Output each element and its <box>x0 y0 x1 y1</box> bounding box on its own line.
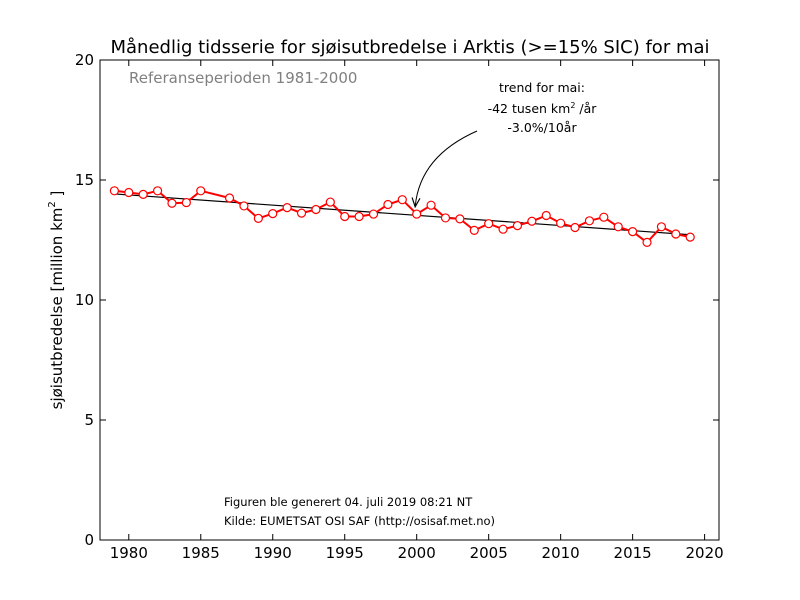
trend-annotation-rate: -42 tusen km2 /år <box>488 101 598 116</box>
y-axis: 0 5 10 15 20 <box>75 51 719 549</box>
x-tick-label: 1985 <box>182 544 220 562</box>
data-point <box>584 216 595 226</box>
data-point <box>383 199 393 210</box>
data-point <box>671 229 681 239</box>
data-point <box>628 227 638 237</box>
x-tick-label: 1980 <box>110 544 148 562</box>
x-axis: 1980 1985 1990 1995 2000 2005 2010 2015 2020 <box>110 60 724 562</box>
data-point <box>512 221 523 231</box>
data-point <box>109 186 119 196</box>
trend-annotation-title: trend for mai: <box>499 80 585 95</box>
data-point <box>642 237 652 247</box>
x-tick-label: 1995 <box>326 544 364 562</box>
y-tick-label: 0 <box>84 531 94 549</box>
data-point <box>152 186 163 196</box>
data-point <box>340 211 350 222</box>
generated-timestamp: Figuren ble generert 04. juli 2019 08:21… <box>224 495 473 509</box>
data-point <box>599 212 609 222</box>
data-source: Kilde: EUMETSAT OSI SAF (http://osisaf.m… <box>224 514 495 528</box>
data-point <box>311 204 321 215</box>
data-point <box>527 216 537 226</box>
trend-annotation: trend for mai: -42 tusen km2 /år -3.0%/1… <box>415 80 597 206</box>
y-tick-label: 5 <box>84 411 94 429</box>
data-point <box>397 195 407 205</box>
data-point <box>455 214 465 224</box>
data-point <box>368 209 379 219</box>
data-point <box>253 213 263 223</box>
data-point <box>426 200 436 210</box>
data-point <box>167 198 177 208</box>
data-point <box>181 197 191 208</box>
data-point <box>541 210 551 221</box>
x-tick-label: 2015 <box>614 544 652 562</box>
data-point <box>685 232 695 242</box>
data-point <box>354 211 364 222</box>
plot-area <box>99 59 720 541</box>
series-layer <box>109 186 695 247</box>
data-point <box>613 222 623 232</box>
data-point <box>498 224 508 234</box>
data-point <box>124 187 134 198</box>
data-point <box>412 209 422 219</box>
data-point <box>484 219 494 229</box>
x-tick-label: 2000 <box>398 544 436 562</box>
trend-line <box>114 193 691 236</box>
data-point <box>440 213 451 223</box>
plot-frame <box>99 59 720 541</box>
x-tick-label: 2005 <box>470 544 508 562</box>
data-point <box>469 225 479 235</box>
y-tick-label: 20 <box>75 51 94 69</box>
chart-title: Månedlig tidsserie for sjøisutbredelse i… <box>110 37 709 58</box>
trend-annotation-percent: -3.0%/10år <box>507 120 577 135</box>
data-point <box>224 193 235 203</box>
data-point <box>282 203 292 213</box>
data-point <box>268 209 278 219</box>
y-tick-label: 10 <box>75 291 94 309</box>
reference-period-label: Referanseperioden 1981-2000 <box>129 69 357 87</box>
data-point <box>325 197 335 207</box>
trend-layer <box>114 193 691 236</box>
x-tick-label: 2010 <box>542 544 580 562</box>
x-tick-label: 1990 <box>254 544 292 562</box>
data-point <box>656 222 667 232</box>
y-tick-label: 15 <box>75 171 94 189</box>
data-point <box>239 201 249 211</box>
trend-arrow <box>415 130 478 206</box>
y-axis-label: sjøisutbredelse [million km2 ] <box>47 191 66 410</box>
data-point <box>296 208 307 218</box>
data-point <box>556 218 566 228</box>
data-point <box>196 186 206 196</box>
x-tick-label: 2020 <box>686 544 724 562</box>
data-point <box>138 189 148 199</box>
series-line <box>114 189 691 244</box>
data-point <box>570 222 580 233</box>
